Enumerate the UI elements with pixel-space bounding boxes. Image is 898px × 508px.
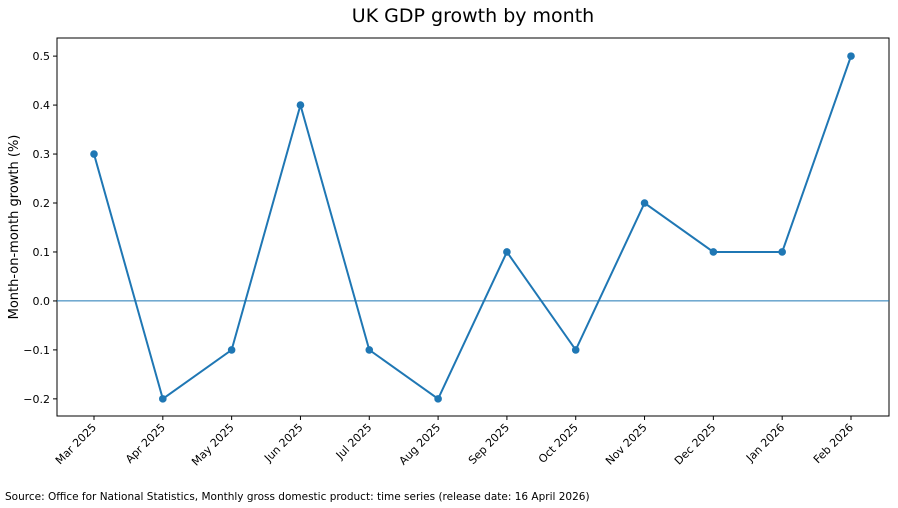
y-tick-label: −0.2	[23, 393, 50, 406]
y-tick-label: 0.1	[33, 246, 51, 259]
y-tick-label: 0.2	[33, 197, 51, 210]
x-tick-label: May 2025	[189, 421, 237, 469]
y-tick-label: 0.5	[33, 50, 51, 63]
x-tick-label: Sep 2025	[466, 421, 512, 467]
series-line	[93, 55, 852, 401]
x-tick-label: Aug 2025	[397, 421, 444, 468]
data-point	[159, 395, 167, 403]
x-tick-label: Dec 2025	[672, 421, 719, 468]
x-tick-label: Feb 2026	[811, 421, 856, 466]
data-point	[778, 248, 786, 256]
x-tick-label: Jul 2025	[333, 421, 375, 463]
y-tick-label: −0.1	[23, 344, 50, 357]
data-point	[847, 52, 855, 60]
x-tick-label: Jun 2025	[261, 421, 305, 465]
data-point	[709, 248, 718, 256]
data-point	[434, 395, 442, 403]
data-point	[503, 248, 511, 256]
plot-frame	[56, 37, 890, 417]
x-tick-label: Apr 2025	[123, 421, 168, 466]
x-tick-label: Mar 2025	[53, 421, 99, 467]
x-tick-label: Jan 2026	[743, 421, 787, 465]
x-tick-label: Oct 2025	[536, 421, 581, 466]
x-tick-label: Nov 2025	[603, 421, 650, 468]
plot-area: −0.2 −0.1 0.0 0.1 0.2 0.3 0.4 0.5 Mar 2025 Apr 20…	[23, 37, 890, 469]
data-point	[90, 150, 98, 158]
y-tick-label: 0.4	[33, 99, 51, 112]
data-point	[227, 346, 236, 354]
y-tick-label: 0.3	[33, 148, 51, 161]
data-point	[296, 101, 305, 109]
data-point	[365, 346, 374, 354]
y-tick-label: 0.0	[33, 295, 51, 308]
data-point	[571, 346, 580, 354]
y-axis-label: Month-on-month growth (%)	[7, 135, 22, 320]
data-point	[640, 199, 649, 207]
source-footnote: Source: Office for National Statistics, …	[5, 491, 590, 503]
chart-title: UK GDP growth by month	[352, 5, 594, 27]
